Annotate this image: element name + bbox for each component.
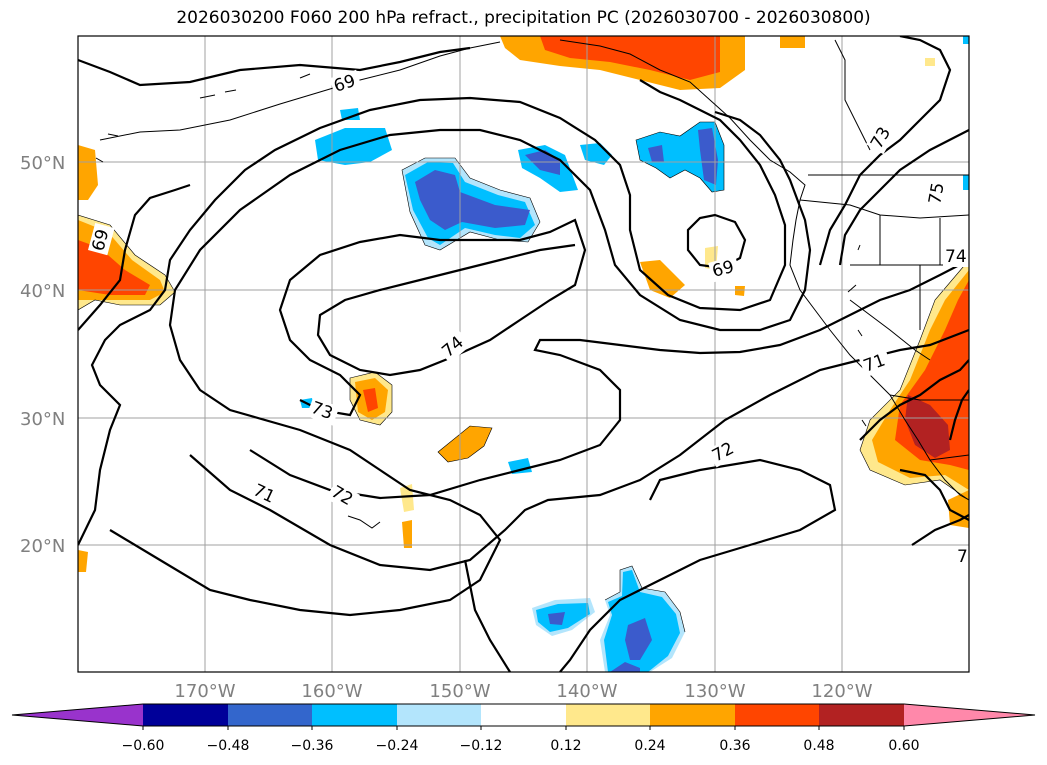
colorbar-segment [312,704,397,726]
colorbar-segment [819,704,904,726]
lon-label: 160°W [301,681,362,702]
colorbar-segment [143,704,228,726]
longitude-labels: 170°W 160°W 150°W 140°W 130°W 120°W [174,681,872,702]
colorbar-segment [228,704,312,726]
graticule [78,36,969,672]
map-title: 2026030200 F060 200 hPa refract., precip… [176,8,871,28]
colorbar-tick: 0.24 [634,738,665,754]
colorbar-tick: 0.48 [803,738,834,754]
colorbar-tick: −0.60 [122,738,165,754]
lat-label: 20°N [20,536,65,557]
colorbar-segment [481,704,566,726]
colorbar-tick: −0.48 [207,738,250,754]
lat-label: 50°N [20,153,65,174]
lon-label: 120°W [811,681,872,702]
colorbar-segment [650,704,735,726]
map-frame [77,35,970,673]
latitude-labels: 50°N 40°N 30°N 20°N [20,153,65,557]
colorbar-segment [397,704,481,726]
height-contours [78,36,969,672]
lon-label: 130°W [684,681,745,702]
colorbar-tick: −0.24 [376,738,419,754]
colorbar-extend-max [904,704,1035,726]
coastlines [95,39,969,529]
lon-label: 140°W [556,681,617,702]
colorbar-tick: −0.12 [460,738,503,754]
lat-label: 40°N [20,281,65,302]
colorbar [11,703,1036,730]
colorbar-extend-min [12,704,143,726]
contour-label: 74 [945,247,967,267]
colorbar-tick-labels: −0.60 −0.48 −0.36 −0.24 −0.12 0.12 0.24 … [122,738,920,754]
colorbar-tick: −0.36 [291,738,334,754]
contour-label: 75 [925,181,948,206]
lon-label: 170°W [174,681,235,702]
positive-anomaly-shading [78,36,969,572]
lon-label: 150°W [429,681,490,702]
colorbar-tick: 0.12 [550,738,581,754]
map-area: 69 69 69 71 71 72 72 73 73 74 74 75 7 [78,36,969,672]
colorbar-tick: 0.60 [888,738,919,754]
lat-label: 30°N [20,409,65,430]
colorbar-segment [735,704,819,726]
colorbar-segment [566,704,650,726]
contour-label: 7 [957,547,968,567]
colorbar-tick: 0.36 [719,738,750,754]
